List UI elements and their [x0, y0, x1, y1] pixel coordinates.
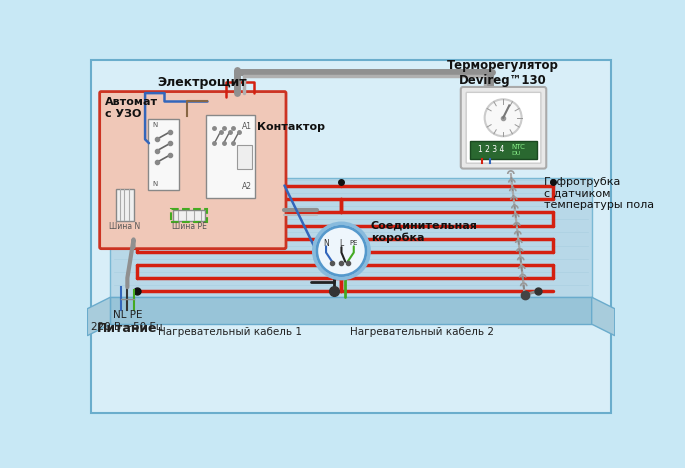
Text: NL PE
220 В ~50 Гц: NL PE 220 В ~50 Гц — [91, 310, 163, 332]
Text: Шина N: Шина N — [110, 222, 140, 231]
Text: N: N — [152, 122, 158, 128]
Text: 1 2 3 4: 1 2 3 4 — [479, 145, 505, 154]
FancyBboxPatch shape — [237, 145, 252, 169]
Text: N: N — [323, 239, 329, 248]
FancyBboxPatch shape — [461, 87, 546, 168]
Polygon shape — [110, 297, 592, 324]
Text: Гофротрубка
с датчиком
температуры пола: Гофротрубка с датчиком температуры пола — [544, 176, 654, 210]
FancyBboxPatch shape — [206, 116, 256, 198]
FancyBboxPatch shape — [173, 210, 205, 221]
Text: A2: A2 — [242, 182, 252, 191]
FancyBboxPatch shape — [466, 92, 541, 163]
Text: L: L — [339, 239, 344, 248]
Text: N: N — [152, 181, 158, 187]
Text: Нагревательный кабель 2: Нагревательный кабель 2 — [350, 327, 495, 337]
Text: A1: A1 — [242, 122, 252, 132]
Text: DU: DU — [512, 152, 521, 156]
Text: Шина PE: Шина PE — [171, 222, 206, 231]
Polygon shape — [88, 297, 110, 336]
Text: Нагревательный кабель 1: Нагревательный кабель 1 — [158, 327, 302, 337]
FancyBboxPatch shape — [99, 92, 286, 249]
Text: Соединительная
коробка: Соединительная коробка — [371, 220, 477, 243]
Text: Питание: Питание — [97, 322, 158, 335]
Text: Электрощит: Электрощит — [157, 76, 247, 89]
Polygon shape — [110, 178, 592, 297]
Text: Контактор: Контактор — [257, 122, 325, 132]
Circle shape — [314, 223, 369, 278]
FancyBboxPatch shape — [148, 119, 179, 190]
Text: NTC: NTC — [512, 144, 525, 150]
Text: Автомат
с УЗО: Автомат с УЗО — [105, 97, 158, 118]
Text: PE: PE — [349, 240, 358, 246]
Circle shape — [316, 227, 366, 276]
FancyBboxPatch shape — [470, 141, 537, 159]
Text: Терморегулятор
Devireg™130: Терморегулятор Devireg™130 — [447, 59, 559, 87]
FancyBboxPatch shape — [91, 60, 611, 413]
FancyBboxPatch shape — [116, 189, 134, 221]
Circle shape — [485, 99, 521, 136]
Polygon shape — [592, 297, 615, 336]
